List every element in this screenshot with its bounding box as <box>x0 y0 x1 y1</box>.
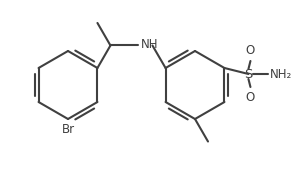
Text: S: S <box>244 68 253 80</box>
Text: Br: Br <box>62 123 75 136</box>
Text: NH₂: NH₂ <box>270 68 292 80</box>
Text: O: O <box>246 44 255 57</box>
Text: O: O <box>246 91 255 104</box>
Text: NH: NH <box>140 38 158 51</box>
